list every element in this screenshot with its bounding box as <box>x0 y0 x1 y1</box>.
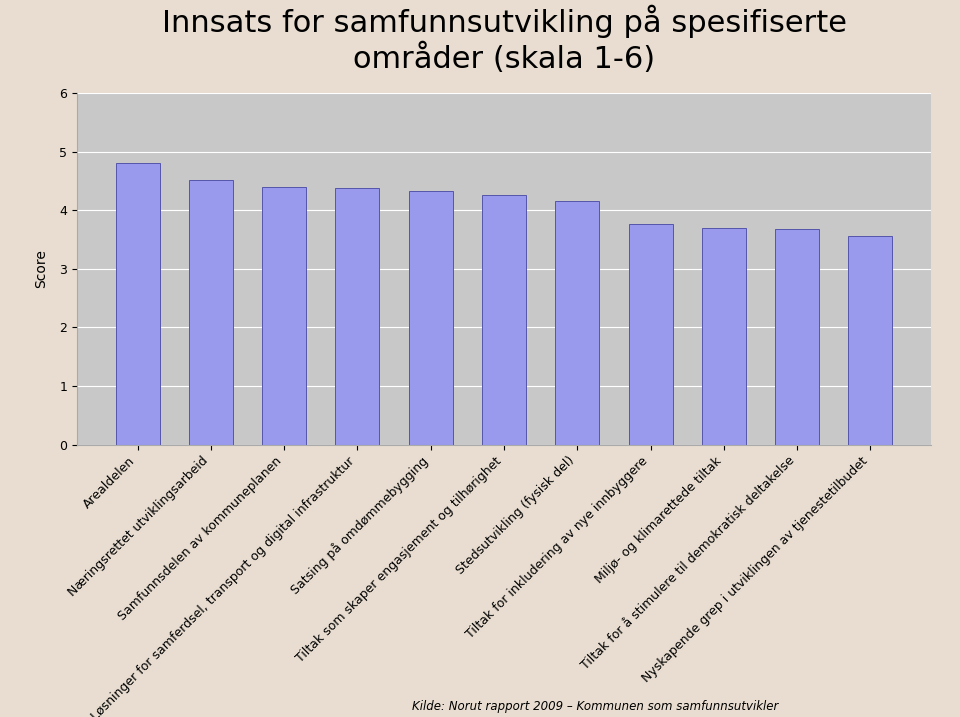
Text: Kilde: Norut rapport 2009 – Kommunen som samfunnsutvikler: Kilde: Norut rapport 2009 – Kommunen som… <box>412 701 779 713</box>
Bar <box>555 201 599 445</box>
Bar <box>409 191 453 445</box>
Title: Innsats for samfunnsutvikling på spesifiserte
områder (skala 1-6): Innsats for samfunnsutvikling på spesifi… <box>161 4 847 75</box>
Bar <box>775 229 819 445</box>
Bar <box>629 224 673 445</box>
Bar <box>262 187 306 445</box>
Bar <box>189 180 233 445</box>
Bar <box>335 188 379 445</box>
Bar <box>115 163 159 445</box>
Bar <box>482 195 526 445</box>
Y-axis label: Score: Score <box>34 250 48 288</box>
Bar <box>849 236 893 445</box>
Bar <box>702 228 746 445</box>
